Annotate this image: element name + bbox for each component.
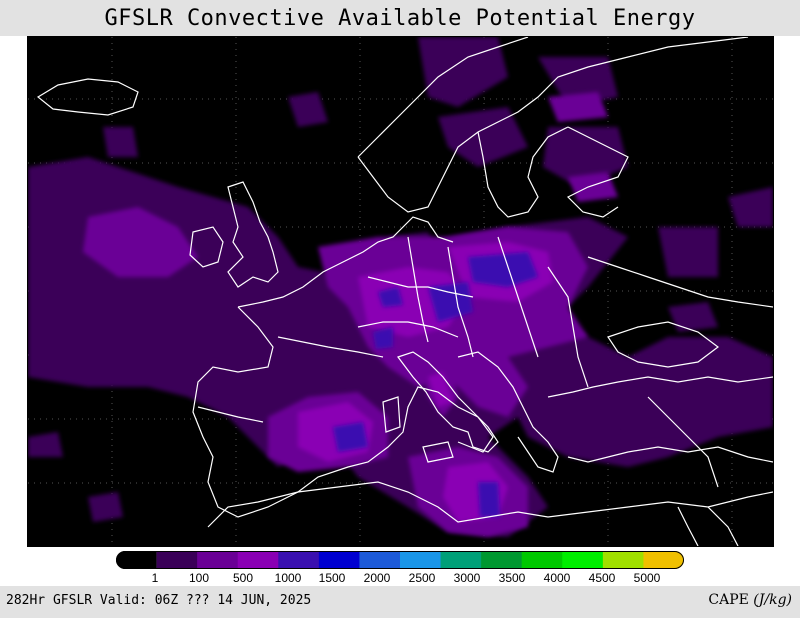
variable-name: CAPE [708,592,749,608]
colorbar-swatch [359,551,401,569]
colorbar-swatch [602,551,644,569]
colorbar-label: 2500 [408,571,436,585]
colorbar-outline [116,551,684,569]
colorbar-label: 5000 [633,571,661,585]
colorbar-label: 3500 [498,571,526,585]
colorbar-label: 1 [151,571,159,585]
coastlines-and-borders [36,37,773,546]
cape-shading-1000-1500 [333,252,538,517]
colorbar-label: 1000 [274,571,302,585]
colorbar-swatch [237,551,279,569]
valid-time-label: 282Hr GFSLR Valid: 06Z ??? 14 JUN, 2025 [6,593,312,608]
colorbar-swatch [156,551,198,569]
colorbar [116,551,684,569]
map-panel [27,36,774,547]
cape-map [28,37,773,546]
units-text: (J/kg) [753,592,792,608]
colorbar-swatch [481,551,523,569]
colorbar-swatch [440,551,482,569]
colorbar-swatch [197,551,239,569]
colorbar-swatch [643,551,684,569]
colorbar-swatch [278,551,320,569]
colorbar-labels: 1 100 500 1000 1500 2000 2500 3000 3500 … [0,571,800,585]
map-title: GFSLR Convective Available Potential Ene… [104,5,696,31]
title-bar: GFSLR Convective Available Potential Ene… [0,0,800,36]
colorbar-label: 2000 [363,571,391,585]
colorbar-swatch [521,551,563,569]
colorbar-label: 3000 [453,571,481,585]
colorbar-label: 100 [188,571,210,585]
colorbar-swatch [318,551,360,569]
colorbar-label: 1500 [318,571,346,585]
colorbar-swatch [116,551,157,569]
colorbar-swatch [562,551,604,569]
colorbar-swatch [400,551,442,569]
colorbar-label: 4500 [588,571,616,585]
colorbar-label: 500 [232,571,254,585]
units-label: CAPE (J/kg) [708,592,792,608]
footer-bar: 282Hr GFSLR Valid: 06Z ??? 14 JUN, 2025 … [0,586,800,618]
colorbar-label: 4000 [543,571,571,585]
